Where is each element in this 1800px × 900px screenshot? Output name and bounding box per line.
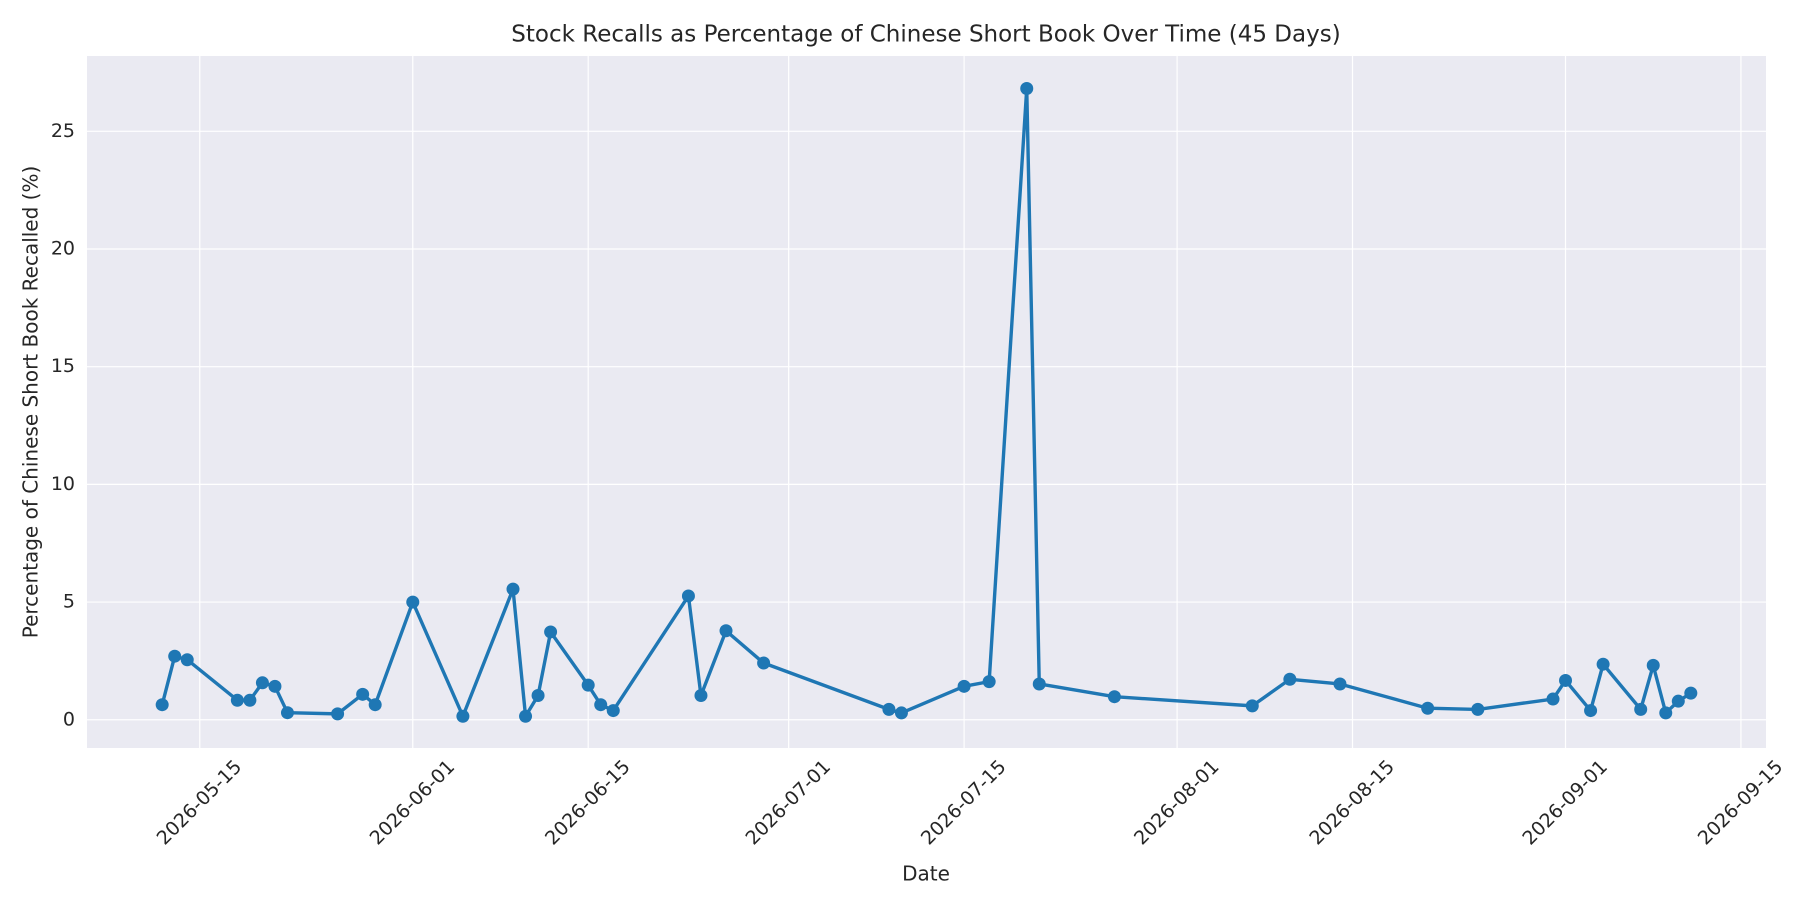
data-point [406, 595, 420, 609]
data-point [1659, 706, 1673, 720]
data-point [1283, 672, 1297, 686]
chart-title: Stock Recalls as Percentage of Chinese S… [511, 22, 1340, 48]
data-point [1584, 704, 1598, 718]
x-axis-label: Date [902, 862, 950, 886]
y-tick-label: 20 [51, 238, 75, 260]
data-point [456, 709, 470, 723]
data-point [280, 706, 294, 720]
data-point [1107, 690, 1121, 704]
data-point [368, 698, 382, 712]
data-point [243, 693, 257, 707]
data-point [1333, 677, 1347, 691]
data-point [155, 698, 169, 712]
y-axis-label: Percentage of Chinese Short Book Recalle… [19, 166, 43, 639]
data-point [356, 687, 370, 701]
data-point [882, 702, 896, 716]
data-point [581, 678, 595, 692]
x-tick-label: 2026-06-15 [541, 756, 635, 850]
data-point [1471, 702, 1485, 716]
data-point [1634, 702, 1648, 716]
data-point [230, 693, 244, 707]
x-tick-label: 2026-09-01 [1518, 756, 1612, 850]
data-point [180, 653, 194, 667]
data-point [681, 589, 695, 603]
data-point [544, 625, 558, 639]
data-point [1671, 694, 1685, 708]
data-point [957, 679, 971, 693]
data-point [506, 582, 520, 596]
data-point [594, 698, 608, 712]
data-point [982, 675, 996, 689]
data-point [1032, 677, 1046, 691]
data-point [757, 656, 771, 670]
x-tick-label: 2026-06-01 [366, 756, 460, 850]
data-point [1559, 673, 1573, 687]
data-point [1421, 701, 1435, 715]
x-tick-label: 2026-05-15 [153, 756, 247, 850]
data-point [331, 707, 345, 721]
y-tick-label: 5 [63, 591, 75, 613]
data-point [1684, 686, 1698, 700]
y-tick-label: 10 [51, 473, 75, 495]
data-point [268, 679, 282, 693]
data-point [1020, 81, 1034, 95]
data-point [606, 704, 620, 718]
data-point [1546, 692, 1560, 706]
x-tick-label: 2026-08-15 [1305, 756, 1399, 850]
data-point [1596, 657, 1610, 671]
data-point [694, 689, 708, 703]
x-tick-label: 2026-08-01 [1130, 756, 1224, 850]
data-point [531, 689, 545, 703]
data-point [1245, 699, 1259, 713]
data-point [519, 709, 533, 723]
x-tick-label: 2026-07-01 [741, 756, 835, 850]
y-tick-label: 15 [51, 355, 75, 377]
y-tick-label: 0 [63, 708, 75, 730]
y-tick-label: 25 [51, 120, 75, 142]
plot-area [87, 56, 1766, 748]
x-tick-label: 2026-07-15 [917, 756, 1011, 850]
x-tick-label: 2026-09-15 [1694, 756, 1788, 850]
data-point [719, 624, 733, 638]
data-point [894, 706, 908, 720]
data-point [1646, 658, 1660, 672]
data-point [255, 676, 269, 690]
data-point [168, 649, 182, 663]
